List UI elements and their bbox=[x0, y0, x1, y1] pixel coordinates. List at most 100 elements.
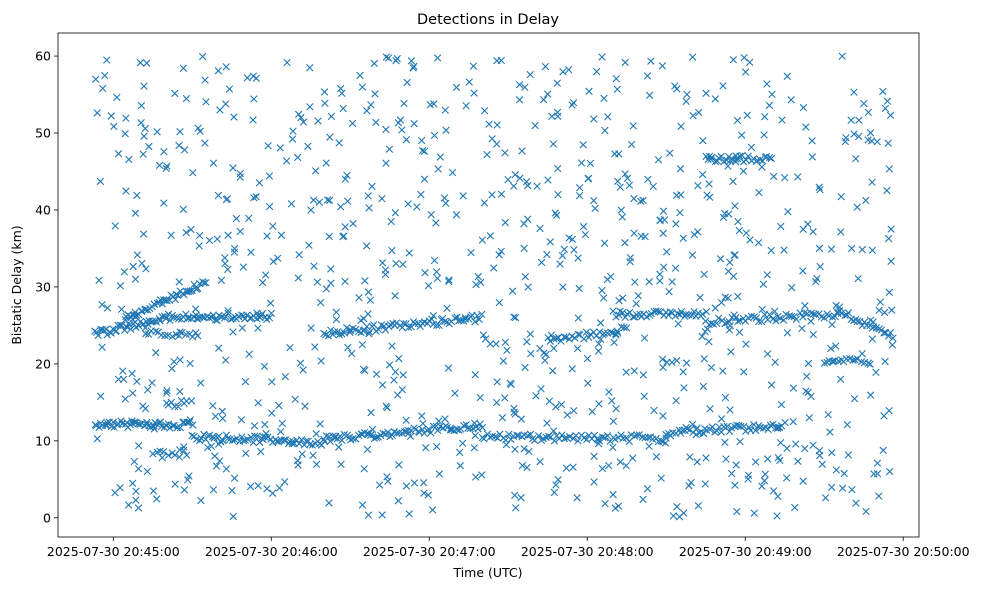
detection-marker bbox=[866, 360, 874, 368]
detection-marker bbox=[707, 319, 715, 328]
detection-marker bbox=[759, 424, 768, 432]
detection-marker bbox=[129, 262, 137, 271]
detection-marker bbox=[368, 425, 377, 434]
detection-marker bbox=[222, 313, 230, 321]
detection-marker bbox=[881, 357, 889, 366]
detection-marker bbox=[816, 185, 824, 194]
detection-marker bbox=[677, 307, 686, 316]
detection-marker bbox=[520, 219, 528, 228]
detection-marker bbox=[141, 330, 150, 338]
detection-marker bbox=[621, 170, 629, 178]
detection-marker bbox=[799, 477, 807, 485]
detection-marker bbox=[868, 246, 877, 255]
detection-marker bbox=[140, 82, 148, 90]
detection-marker bbox=[392, 259, 400, 268]
detection-marker bbox=[493, 121, 501, 129]
detection-marker bbox=[293, 456, 302, 465]
detection-marker bbox=[744, 152, 752, 160]
detection-marker bbox=[442, 199, 450, 207]
detection-marker bbox=[116, 282, 125, 290]
detection-marker bbox=[171, 89, 179, 98]
detection-marker bbox=[547, 331, 555, 339]
detection-marker bbox=[657, 474, 665, 482]
detection-marker bbox=[400, 99, 408, 108]
detection-marker bbox=[372, 370, 381, 378]
detection-marker bbox=[809, 228, 817, 236]
detection-marker bbox=[838, 52, 846, 60]
detection-marker bbox=[700, 429, 708, 438]
detection-marker bbox=[265, 172, 274, 180]
detection-marker bbox=[716, 255, 725, 263]
detection-marker bbox=[341, 223, 349, 231]
detection-marker bbox=[598, 464, 607, 473]
detection-marker bbox=[221, 254, 229, 262]
detection-marker bbox=[434, 165, 442, 173]
x-tick-label: 2025-07-30 20:47:00 bbox=[363, 544, 496, 559]
detection-marker bbox=[434, 426, 442, 435]
detection-marker bbox=[575, 183, 584, 192]
detection-marker bbox=[868, 178, 876, 186]
detection-marker bbox=[344, 343, 352, 352]
detection-marker bbox=[794, 457, 802, 466]
detection-marker bbox=[580, 335, 588, 343]
detection-marker bbox=[531, 121, 539, 130]
detection-marker bbox=[239, 436, 248, 445]
detection-marker bbox=[488, 191, 496, 199]
detection-marker bbox=[107, 112, 115, 120]
detection-marker bbox=[597, 335, 605, 344]
detection-marker bbox=[421, 269, 429, 277]
detection-marker bbox=[228, 486, 236, 495]
detection-marker bbox=[114, 375, 123, 383]
detection-marker bbox=[501, 338, 510, 347]
detection-marker bbox=[502, 440, 511, 449]
detection-marker bbox=[590, 115, 598, 123]
detection-marker bbox=[163, 386, 171, 395]
detection-marker bbox=[96, 177, 105, 186]
detection-marker bbox=[480, 435, 488, 443]
detection-marker bbox=[253, 315, 261, 323]
detection-marker bbox=[371, 90, 379, 98]
detection-marker bbox=[254, 482, 262, 490]
detection-marker bbox=[783, 329, 792, 337]
detection-marker bbox=[188, 431, 196, 440]
detection-marker bbox=[682, 359, 691, 367]
detection-marker bbox=[600, 329, 608, 337]
detection-marker bbox=[809, 330, 817, 339]
detection-marker bbox=[546, 238, 555, 246]
detection-marker bbox=[185, 314, 193, 322]
detection-marker bbox=[488, 432, 496, 440]
detection-marker bbox=[740, 368, 748, 376]
detection-marker bbox=[658, 62, 667, 70]
detection-marker bbox=[731, 202, 739, 210]
detection-marker bbox=[213, 235, 221, 243]
detection-marker bbox=[881, 104, 890, 113]
detection-marker bbox=[818, 460, 827, 468]
detection-marker bbox=[432, 268, 441, 276]
detection-marker bbox=[884, 332, 893, 340]
detection-marker bbox=[659, 229, 667, 238]
detection-marker bbox=[366, 296, 375, 304]
detection-marker bbox=[396, 116, 405, 124]
detection-marker bbox=[615, 296, 623, 305]
detection-marker bbox=[325, 499, 333, 507]
detection-marker bbox=[193, 332, 202, 340]
detection-marker bbox=[592, 67, 601, 76]
detection-marker bbox=[495, 251, 503, 259]
detection-marker bbox=[323, 196, 332, 204]
detection-marker bbox=[523, 338, 531, 346]
detection-marker bbox=[802, 387, 810, 395]
detection-marker bbox=[540, 349, 548, 357]
detection-marker bbox=[644, 175, 652, 183]
detection-marker bbox=[456, 462, 465, 470]
detection-marker bbox=[649, 182, 657, 191]
detection-marker bbox=[734, 217, 742, 226]
detection-marker bbox=[560, 245, 569, 254]
detection-marker bbox=[381, 270, 390, 279]
x-axis: 2025-07-30 20:45:00 2025-07-30 20:46:00 20… bbox=[47, 537, 970, 559]
detection-marker bbox=[215, 457, 224, 465]
y-tick-label: 20 bbox=[35, 356, 51, 371]
detection-marker bbox=[360, 465, 368, 473]
detection-marker bbox=[277, 231, 286, 239]
detection-marker bbox=[364, 430, 372, 439]
detection-marker bbox=[402, 482, 411, 490]
